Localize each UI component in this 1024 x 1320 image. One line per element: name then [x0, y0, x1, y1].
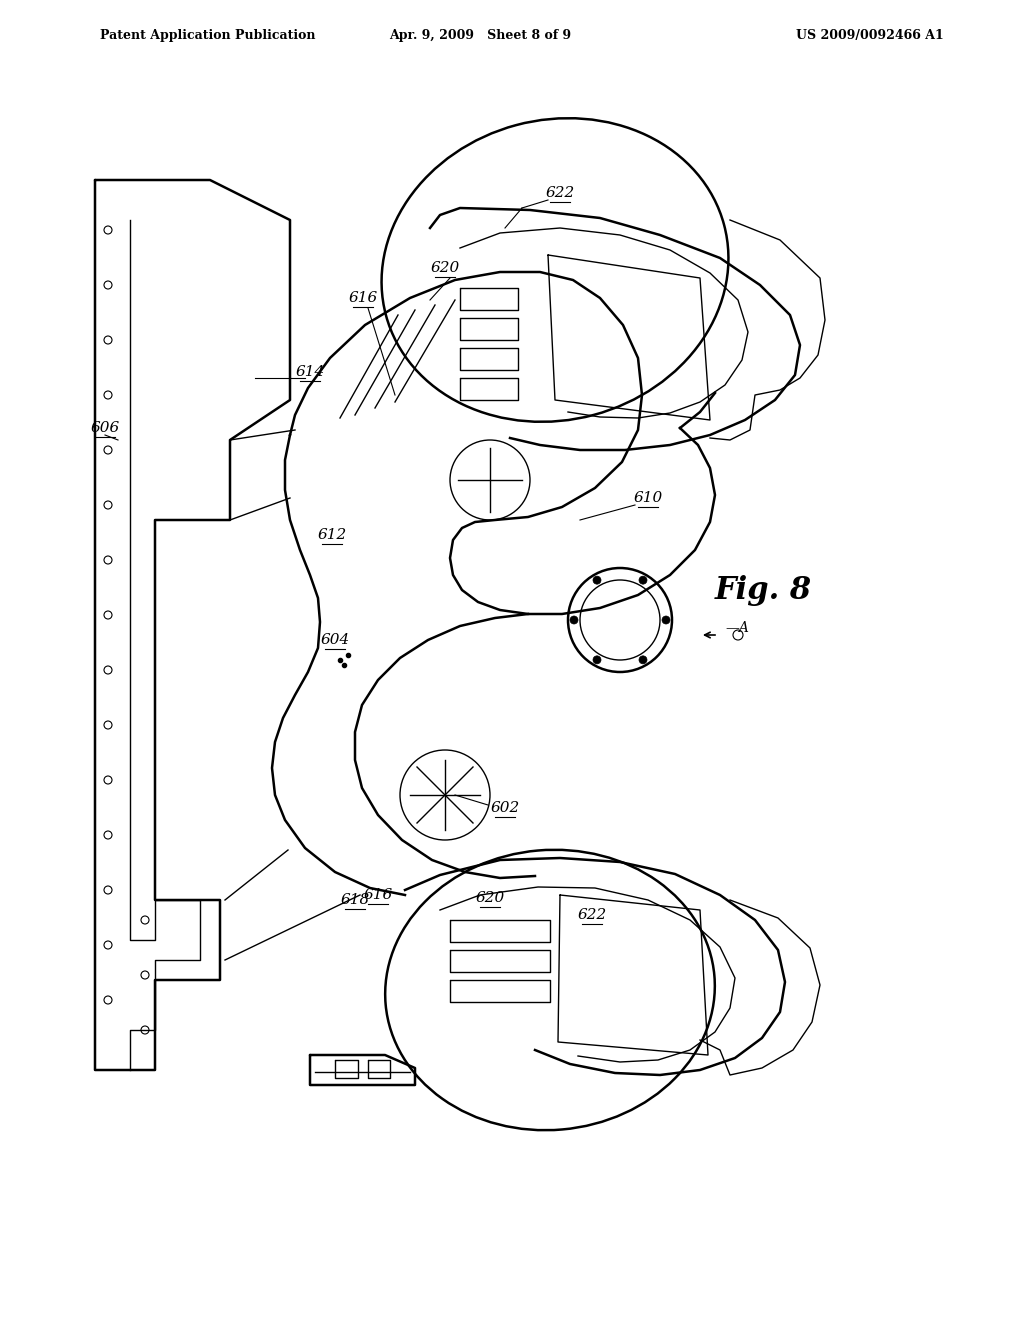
- Text: US 2009/0092466 A1: US 2009/0092466 A1: [796, 29, 944, 41]
- Text: 618: 618: [340, 894, 370, 907]
- Circle shape: [593, 576, 601, 585]
- Text: Patent Application Publication: Patent Application Publication: [100, 29, 315, 41]
- Text: 612: 612: [317, 528, 347, 543]
- Circle shape: [639, 656, 647, 664]
- Text: 604: 604: [321, 634, 349, 647]
- Text: 620: 620: [475, 891, 505, 906]
- Circle shape: [662, 616, 670, 624]
- Text: 616: 616: [364, 888, 392, 902]
- Circle shape: [639, 576, 647, 585]
- Text: —A: —A: [725, 620, 749, 635]
- Text: 610: 610: [634, 491, 663, 506]
- Text: 606: 606: [90, 421, 120, 436]
- Circle shape: [570, 616, 578, 624]
- Text: 622: 622: [546, 186, 574, 201]
- Text: 602: 602: [490, 801, 519, 814]
- Circle shape: [593, 656, 601, 664]
- Text: 616: 616: [348, 290, 378, 305]
- Text: 622: 622: [578, 908, 606, 921]
- Text: Apr. 9, 2009   Sheet 8 of 9: Apr. 9, 2009 Sheet 8 of 9: [389, 29, 571, 41]
- Text: 614: 614: [295, 366, 325, 379]
- Text: 620: 620: [430, 261, 460, 275]
- Text: Fig. 8: Fig. 8: [715, 574, 812, 606]
